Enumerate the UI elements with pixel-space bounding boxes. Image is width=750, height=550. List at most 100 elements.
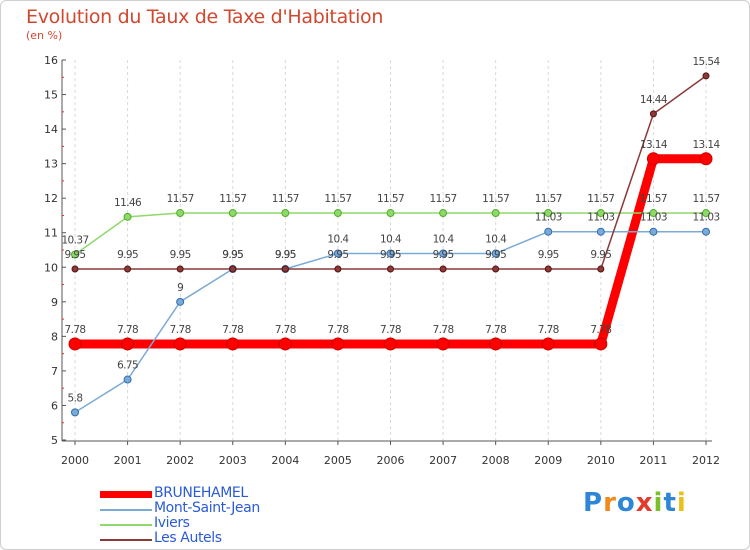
x-tick-label-2008: 2008 bbox=[482, 454, 510, 467]
data-label-les-autels-2011: 14.44 bbox=[640, 94, 668, 106]
point-brunehamel-2002 bbox=[173, 337, 187, 351]
data-label-les-autels-2001: 9.95 bbox=[117, 249, 138, 261]
data-label-iviers-2003: 11.57 bbox=[219, 193, 246, 205]
x-tick-label-2003: 2003 bbox=[219, 454, 247, 467]
legend-item-brunehamel: BRUNEHAMEL bbox=[100, 485, 340, 502]
legend-item-les-autels: Les Autels bbox=[100, 530, 340, 547]
logo-letter: P bbox=[583, 488, 604, 518]
legend-label-les-autels: Les Autels bbox=[154, 530, 222, 546]
data-label-brunehamel-2006: 7.78 bbox=[380, 324, 401, 336]
x-tick-label-2009: 2009 bbox=[534, 454, 562, 467]
point-brunehamel-2007 bbox=[436, 337, 450, 351]
point-brunehamel-2005 bbox=[331, 337, 345, 351]
data-label-brunehamel-2009: 7.78 bbox=[538, 324, 559, 336]
point-iviers-2001 bbox=[123, 212, 132, 221]
data-label-mont-saint-jean-2004: 9.95 bbox=[275, 249, 296, 261]
point-mont-saint-jean-2006 bbox=[386, 249, 395, 258]
point-les-autels-2010 bbox=[597, 265, 605, 273]
point-iviers-2012 bbox=[702, 209, 710, 218]
legend-label-iviers: Iviers bbox=[154, 515, 190, 531]
data-label-iviers-2010: 11.57 bbox=[587, 193, 614, 205]
data-label-mont-saint-jean-2000: 5.8 bbox=[68, 392, 83, 404]
legend-label-brunehamel: BRUNEHAMEL bbox=[154, 485, 248, 501]
data-label-iviers-2002: 11.57 bbox=[167, 193, 194, 205]
y-tick-label-11: 11 bbox=[44, 227, 58, 240]
data-label-brunehamel-2002: 7.78 bbox=[170, 324, 191, 336]
chart-title: Evolution du Taux de Taxe d'Habitation bbox=[26, 6, 384, 28]
data-label-mont-saint-jean-2003: 9.95 bbox=[222, 249, 243, 261]
point-iviers-2008 bbox=[491, 209, 500, 218]
y-tick-label-13: 13 bbox=[44, 158, 58, 171]
y-tick-label-6: 6 bbox=[51, 399, 58, 412]
point-les-autels-2005 bbox=[334, 265, 342, 273]
data-label-les-autels-2005: 9.95 bbox=[327, 249, 348, 261]
data-label-brunehamel-2012: 13.14 bbox=[692, 139, 720, 151]
point-brunehamel-2011 bbox=[646, 152, 660, 166]
data-label-les-autels-2012: 15.54 bbox=[692, 56, 720, 68]
point-iviers-2004 bbox=[281, 209, 290, 218]
point-les-autels-2007 bbox=[439, 265, 447, 273]
data-label-iviers-2007: 11.57 bbox=[430, 193, 457, 205]
point-iviers-2010 bbox=[596, 209, 605, 218]
chart-subtitle: (en %) bbox=[26, 29, 63, 42]
data-label-brunehamel-2003: 7.78 bbox=[222, 324, 243, 336]
data-label-iviers-2011: 11.57 bbox=[640, 193, 667, 205]
data-label-mont-saint-jean-2005: 10.4 bbox=[327, 233, 349, 245]
point-mont-saint-jean-2001 bbox=[123, 375, 132, 384]
data-label-brunehamel-2001: 7.78 bbox=[117, 324, 138, 336]
point-iviers-2006 bbox=[386, 209, 395, 218]
point-les-autels-2008 bbox=[492, 265, 500, 273]
y-tick-label-7: 7 bbox=[51, 365, 58, 378]
data-label-les-autels-2000: 9.95 bbox=[65, 249, 86, 261]
data-label-les-autels-2007: 9.95 bbox=[433, 249, 454, 261]
data-label-les-autels-2009: 9.95 bbox=[538, 249, 559, 261]
data-label-les-autels-2008: 9.95 bbox=[485, 249, 506, 261]
data-label-brunehamel-2010: 7.78 bbox=[590, 324, 611, 336]
data-label-mont-saint-jean-2002: 9 bbox=[177, 282, 183, 294]
logo-letter: i bbox=[676, 488, 687, 518]
data-label-brunehamel-2007: 7.78 bbox=[433, 324, 454, 336]
data-label-mont-saint-jean-2001: 6.75 bbox=[117, 360, 138, 372]
point-les-autels-2004 bbox=[281, 265, 289, 273]
legend-swatch-iviers bbox=[100, 524, 152, 526]
data-label-mont-saint-jean-2008: 10.4 bbox=[485, 233, 507, 245]
point-brunehamel-2010 bbox=[594, 337, 608, 351]
logo-letter: t bbox=[663, 488, 677, 518]
point-mont-saint-jean-2000 bbox=[71, 408, 79, 417]
logo-letter: o bbox=[616, 488, 636, 518]
x-tick-label-2005: 2005 bbox=[324, 454, 352, 467]
point-brunehamel-2009 bbox=[541, 337, 555, 351]
point-mont-saint-jean-2010 bbox=[596, 227, 605, 236]
x-tick-label-2004: 2004 bbox=[271, 454, 299, 467]
point-mont-saint-jean-2009 bbox=[544, 227, 553, 236]
data-label-les-autels-2010: 9.95 bbox=[590, 249, 611, 261]
x-tick-label-2007: 2007 bbox=[429, 454, 457, 467]
point-iviers-2003 bbox=[228, 209, 237, 218]
x-tick-label-2011: 2011 bbox=[639, 454, 667, 467]
y-tick-label-5: 5 bbox=[51, 434, 58, 447]
point-iviers-2009 bbox=[544, 209, 553, 218]
point-brunehamel-2000 bbox=[68, 337, 82, 351]
data-label-iviers-2001: 11.46 bbox=[114, 197, 142, 209]
data-label-les-autels-2003: 9.95 bbox=[222, 249, 243, 261]
point-brunehamel-2008 bbox=[489, 337, 503, 351]
legend-swatch-mont-saint-jean bbox=[100, 509, 152, 511]
x-tick-label-2010: 2010 bbox=[587, 454, 615, 467]
point-les-autels-2002 bbox=[176, 265, 184, 273]
y-tick-label-15: 15 bbox=[44, 89, 58, 102]
data-label-iviers-2012: 11.57 bbox=[692, 193, 719, 205]
data-label-mont-saint-jean-2010: 11.03 bbox=[587, 212, 614, 224]
point-iviers-2005 bbox=[333, 209, 342, 218]
data-label-iviers-2000: 10.37 bbox=[61, 234, 88, 246]
point-les-autels-2003 bbox=[229, 265, 237, 273]
data-label-iviers-2004: 11.57 bbox=[272, 193, 299, 205]
logo-letter: x bbox=[635, 488, 654, 518]
y-tick-label-12: 12 bbox=[44, 192, 58, 205]
point-les-autels-2006 bbox=[387, 265, 394, 273]
x-tick-label-2006: 2006 bbox=[377, 454, 405, 467]
legend-item-mont-saint-jean: Mont-Saint-Jean bbox=[100, 500, 340, 517]
legend-swatch-brunehamel bbox=[100, 491, 152, 498]
data-labels: 7.78 7.78 7.78 7.78 7.78 7.78 7.78 7.78 7.78 7.78… bbox=[61, 56, 721, 404]
data-label-mont-saint-jean-2006: 10.4 bbox=[380, 233, 402, 245]
point-iviers-2000 bbox=[71, 250, 79, 259]
